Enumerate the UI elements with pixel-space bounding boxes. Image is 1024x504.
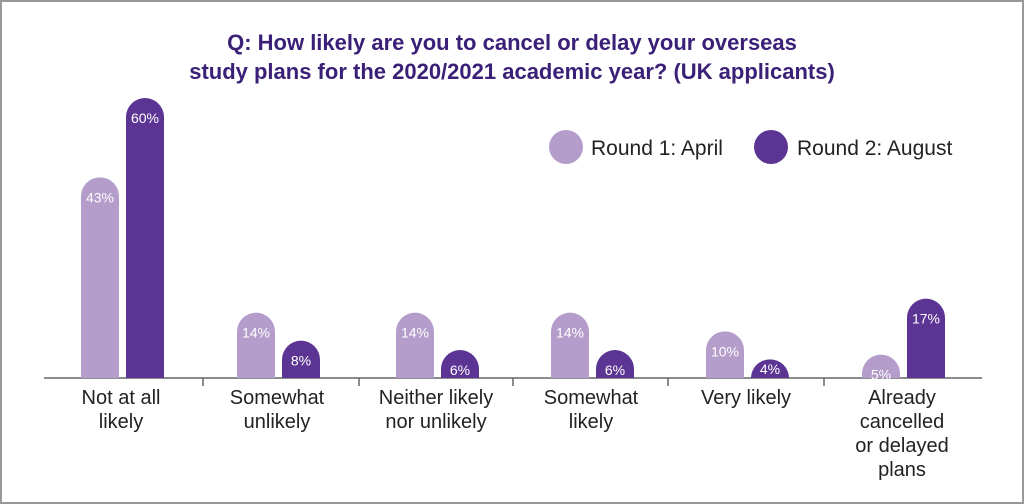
chart-title: Q: How likely are you to cancel or delay… [0, 28, 1024, 86]
bar-value-label: 6% [450, 362, 470, 378]
bar-value-label: 60% [131, 110, 159, 126]
bar-value-label: 43% [86, 189, 114, 205]
category-label: likely [569, 411, 613, 433]
bar-round1 [706, 331, 744, 378]
bar-round2 [596, 350, 634, 378]
bar-value-label: 14% [242, 325, 270, 341]
category-label: Somewhat [544, 387, 639, 409]
category-label: likely [99, 411, 143, 433]
bar-round1 [551, 312, 589, 378]
bar-value-label: 6% [605, 362, 625, 378]
chart-title-line-2: study plans for the 2020/2021 academic y… [189, 59, 835, 84]
category-label: Not at all [82, 387, 161, 409]
bar-round2 [282, 340, 320, 378]
bar-round2 [126, 98, 164, 378]
bar-round1 [396, 312, 434, 378]
category-label: or delayed [855, 435, 948, 457]
bar-round2 [751, 359, 789, 378]
bar-round2 [441, 350, 479, 378]
category-label: unlikely [244, 411, 311, 433]
legend-label: Round 2: August [797, 137, 952, 160]
bar-value-label: 5% [871, 367, 891, 383]
category-label: Somewhat [230, 387, 325, 409]
category-label: Neither likely [379, 387, 493, 409]
category-label: Very likely [701, 387, 791, 409]
bar-value-label: 14% [556, 325, 584, 341]
legend-label: Round 1: April [591, 137, 723, 160]
bar-value-label: 4% [760, 361, 780, 377]
category-label: cancelled [860, 411, 945, 433]
bar-round1 [81, 177, 119, 378]
legend-swatch [754, 130, 788, 164]
bar-round2 [907, 298, 945, 378]
bar-value-label: 14% [401, 325, 429, 341]
bar-round1 [862, 354, 900, 378]
bar-value-label: 8% [291, 353, 311, 369]
chart-title-line-1: Q: How likely are you to cancel or delay… [227, 30, 797, 55]
legend-swatch [549, 130, 583, 164]
category-label: nor unlikely [385, 411, 486, 433]
category-label: plans [878, 459, 926, 481]
bar-value-label: 10% [711, 343, 739, 359]
bar-value-label: 17% [912, 311, 940, 327]
bar-round1 [237, 312, 275, 378]
category-label: Already [868, 387, 936, 409]
